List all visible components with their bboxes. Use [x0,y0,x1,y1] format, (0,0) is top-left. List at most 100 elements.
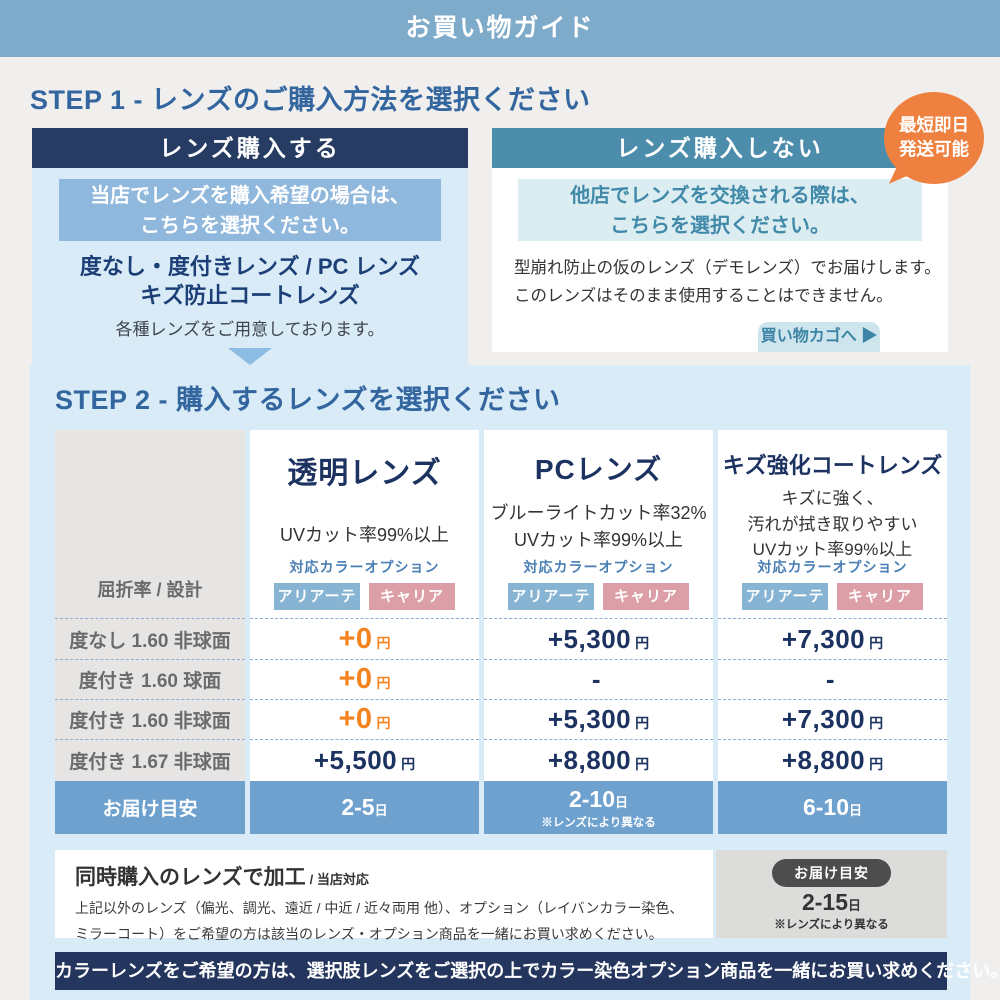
arrow-right-icon: ▶ [861,328,878,345]
price-unit: 円 [376,715,391,731]
price-unit: 円 [635,715,650,731]
delivery-days: 2-10 [568,785,616,812]
price-unit: 円 [869,756,884,772]
no-lens-highlight: 他店でレンズを交換される際は、 こちらを選択ください。 [518,179,922,241]
ariaate-badge: アリアーテ [274,583,360,610]
price-cell[interactable]: +8,800 円 [718,739,947,781]
badge-line2: 発送可能 [899,139,969,159]
desc-line: ブルーライトカット率32% [490,503,707,523]
footer-delivery-days: 2-15 [801,889,849,915]
same-day-shipping-badge: 最短即日 発送可能 [884,92,984,184]
no-lens-desc-line1: 型崩れ防止の仮のレンズ（デモレンズ）でお届けします。 [514,259,941,277]
price-cell[interactable]: +5,300 円 [484,699,713,739]
career-badge: キャリア [603,583,689,610]
price-unit: 円 [401,756,416,772]
footer-delivery-unit: 日 [848,898,862,913]
pc-lens-desc: ブルーライトカット率32% UVカット率99%以上 [484,500,713,554]
simultaneous-purchase-box: 同時購入のレンズで加工 / 当店対応 上記以外のレンズ（偏光、調光、遠近 / 中近… [55,850,713,942]
row-label: 度なし 1.60 非球面 [55,618,245,659]
price-unit: 円 [376,675,391,691]
career-badge: キャリア [837,583,923,610]
price-cell[interactable]: +0 円 [250,699,479,739]
delivery-note: ※レンズにより異なる [541,816,656,829]
column-header-clear-lens[interactable]: 透明レンズ UVカット率99%以上 対応カラーオプション アリアーテ キャリア [250,430,479,618]
column-header-pc-lens[interactable]: PCレンズ ブルーライトカット率32% UVカット率99%以上 対応カラーオプシ… [484,430,713,618]
delivery-clear-lens: 2-5日 [250,781,479,834]
desc-line: UVカット率99%以上 [752,540,913,559]
buy-highlight-line2: こちらを選択ください。 [140,215,360,237]
delivery-unit: 日 [374,803,388,818]
price-value: +5,500 [313,745,398,775]
price-value: +5,300 [547,623,632,654]
price-cell[interactable]: - [718,659,947,699]
row-label: 度付き 1.60 球面 [55,659,245,699]
price-value: - [825,664,836,694]
price-unit: 円 [869,634,884,651]
price-cell[interactable]: +0 円 [250,659,479,699]
delivery-days: 6-10 [802,794,850,820]
panel-no-lens: レンズ購入しない 他店でレンズを交換される際は、 こちらを選択ください。 型崩れ… [492,128,948,352]
step1-heading: STEP 1 - レンズのご購入方法を選択ください [30,85,591,115]
footer-delivery-box: お届け目安 2-15日 ※レンズにより異なる [716,850,947,938]
color-option-label: 対応カラーオプション [289,559,440,575]
delivery-estimate-pill: お届け目安 [772,859,891,887]
lens-type-line1: 度なし・度付きレンズ / PC レンズ [79,254,421,279]
footer-body-line2: ミラーコート）をご希望の方は該当のレンズ・オプション商品を一緒にお買い求めくださ… [75,925,663,942]
buy-highlight-line1: 当店でレンズを購入希望の場合は、 [90,185,410,207]
panel-buy-lens: レンズ購入する 当店でレンズを購入希望の場合は、 こちらを選択ください。 度なし… [32,128,468,366]
price-value: - [591,664,602,694]
price-value: +0 [338,622,373,655]
delivery-row-label: お届け目安 [55,781,245,834]
price-value: +0 [338,703,373,735]
footer-title-suffix: / 当店対応 [309,872,369,887]
desc-line: UVカット率99%以上 [279,525,450,545]
price-value: +8,800 [547,745,632,775]
no-lens-header[interactable]: レンズ購入しない [492,128,948,168]
delivery-scratch-lens: 6-10日 [718,781,947,834]
desc-line: キズに強く、 [781,489,884,508]
color-option-block: 対応カラーオプション アリアーテ キャリア [718,557,947,610]
price-value: +7,300 [781,623,866,654]
no-lens-description: 型崩れ防止の仮のレンズ（デモレンズ）でお届けします。 このレンズはそのまま使用す… [514,254,948,310]
price-unit: 円 [635,756,650,772]
clear-lens-desc: UVカット率99%以上 [250,522,479,549]
price-unit: 円 [635,634,650,651]
price-cell[interactable]: +8,800 円 [484,739,713,781]
buy-lens-note: 各種レンズをご用意しております。 [115,320,385,340]
footer-title-text: 同時購入のレンズで加工 [75,866,306,889]
buy-lens-header[interactable]: レンズ購入する [32,128,468,168]
price-cell[interactable]: +5,500 円 [250,739,479,781]
delivery-unit: 日 [615,794,629,810]
footer-delivery-note: ※レンズにより異なる [774,919,889,931]
go-to-cart-button[interactable]: 買い物カゴへ ▶ [758,322,880,352]
color-option-block: 対応カラーオプション アリアーテ キャリア [484,557,713,610]
price-cell[interactable]: +0 円 [250,618,479,659]
cart-button-label: 買い物カゴへ [760,328,857,345]
row-label: 度付き 1.67 非球面 [55,739,245,781]
color-lens-notice-bar: カラーレンズをご希望の方は、選択肢レンズをご選択の上でカラー染色オプション商品を… [55,952,1000,990]
delivery-unit: 日 [849,803,863,818]
price-cell[interactable]: +5,300 円 [484,618,713,659]
lens-type-line2: キズ防止コートレンズ [140,282,360,308]
column-header-scratch-coat-lens[interactable]: キズ強化コートレンズ キズに強く、 汚れが拭き取りやすい UVカット率99%以上… [718,430,947,618]
price-cell[interactable]: +7,300 円 [718,618,947,659]
desc-line: 汚れが拭き取りやすい [747,514,918,534]
badge-line1: 最短即日 [899,115,969,136]
color-option-label: 対応カラーオプション [757,559,908,575]
price-unit: 円 [376,634,391,651]
career-badge: キャリア [369,583,455,610]
price-cell[interactable]: - [484,659,713,699]
delivery-label: お届け目安 [102,799,198,820]
no-lens-highlight-line2: こちらを選択ください。 [610,215,830,237]
footer-box-title: 同時購入のレンズで加工 / 当店対応 [75,861,713,891]
page-title: お買い物ガイド [0,0,1000,57]
scratch-lens-desc: キズに強く、 汚れが拭き取りやすい UVカット率99%以上 [718,486,947,563]
color-option-block: 対応カラーオプション アリアーテ キャリア [250,557,479,610]
price-cell[interactable]: +7,300 円 [718,699,947,739]
refraction-design-label: 屈折率 / 設計 [97,580,203,600]
footer-box-body: 上記以外のレンズ（偏光、調光、遠近 / 中近 / 近々両用 他）、オプション（レ… [75,896,713,948]
delivery-pc-lens: 2-10日 ※レンズにより異なる [484,781,713,834]
buy-lens-highlight: 当店でレンズを購入希望の場合は、 こちらを選択ください。 [59,179,441,241]
price-value: +0 [338,663,373,695]
color-option-label: 対応カラーオプション [523,559,674,575]
